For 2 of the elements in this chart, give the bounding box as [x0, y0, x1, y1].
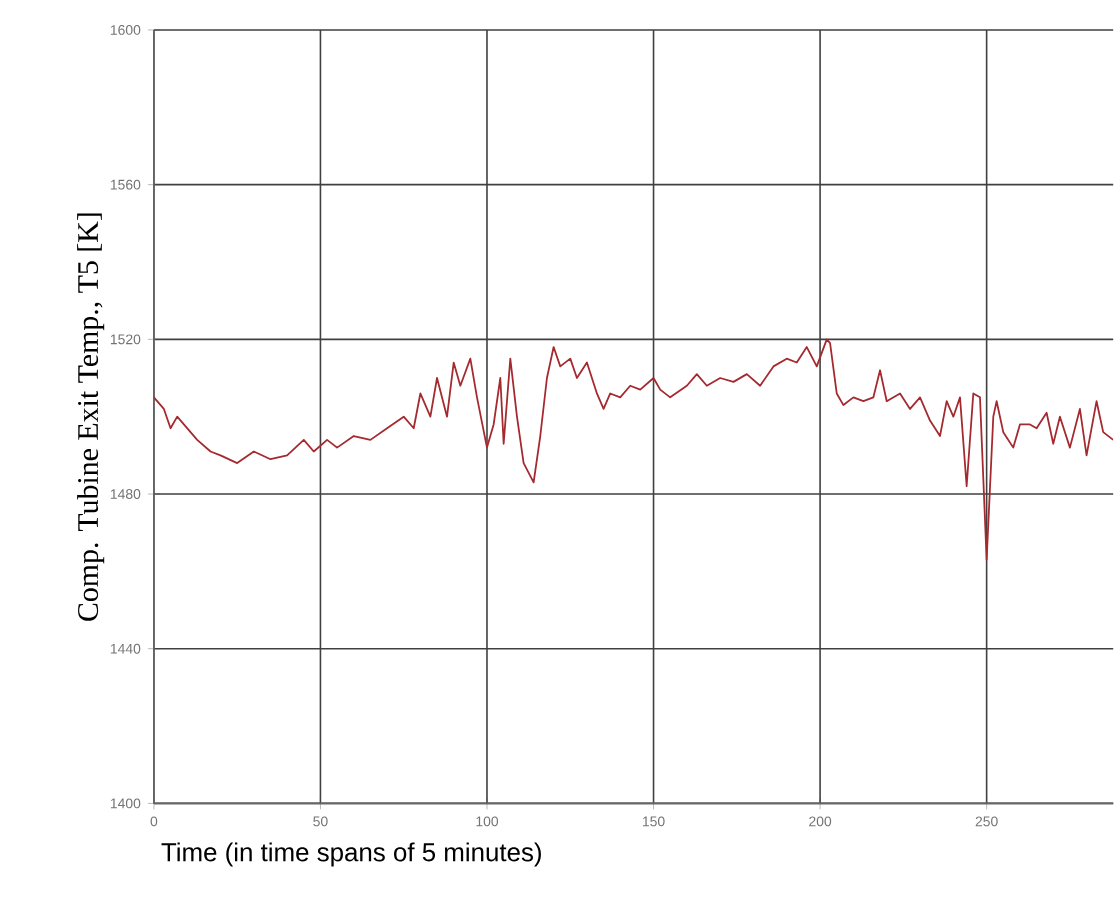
x-axis-title: Time (in time spans of 5 minutes) [161, 842, 541, 867]
y-axis-title: Comp. Tubine Exit Temp., T5 [K] [77, 213, 105, 622]
